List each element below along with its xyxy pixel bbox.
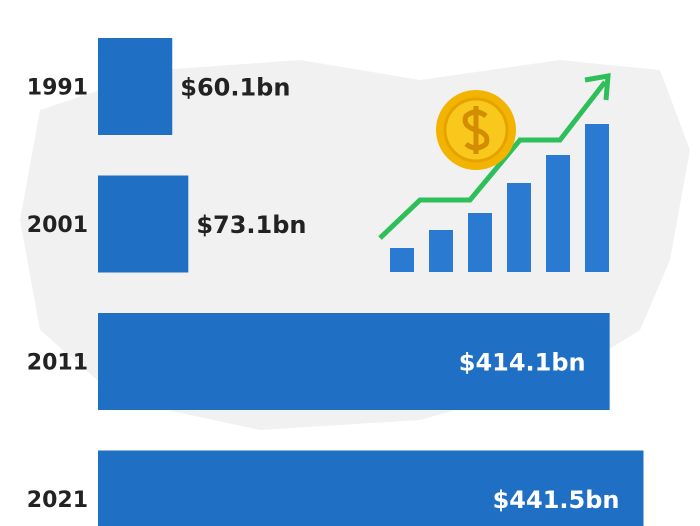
value-label: $441.5bn	[493, 486, 620, 514]
category-label: 1991	[27, 76, 88, 101]
category-label: 2001	[27, 213, 88, 238]
category-label: 2011	[27, 351, 88, 376]
value-label: $60.1bn	[180, 74, 290, 102]
value-label: $414.1bn	[459, 349, 586, 377]
category-label: 2021	[27, 488, 88, 513]
bar	[98, 313, 610, 410]
bar	[98, 38, 173, 135]
bar	[98, 175, 189, 273]
value-label: $73.1bn	[196, 211, 306, 239]
growth-illustration	[378, 72, 611, 272]
bar	[98, 450, 644, 526]
